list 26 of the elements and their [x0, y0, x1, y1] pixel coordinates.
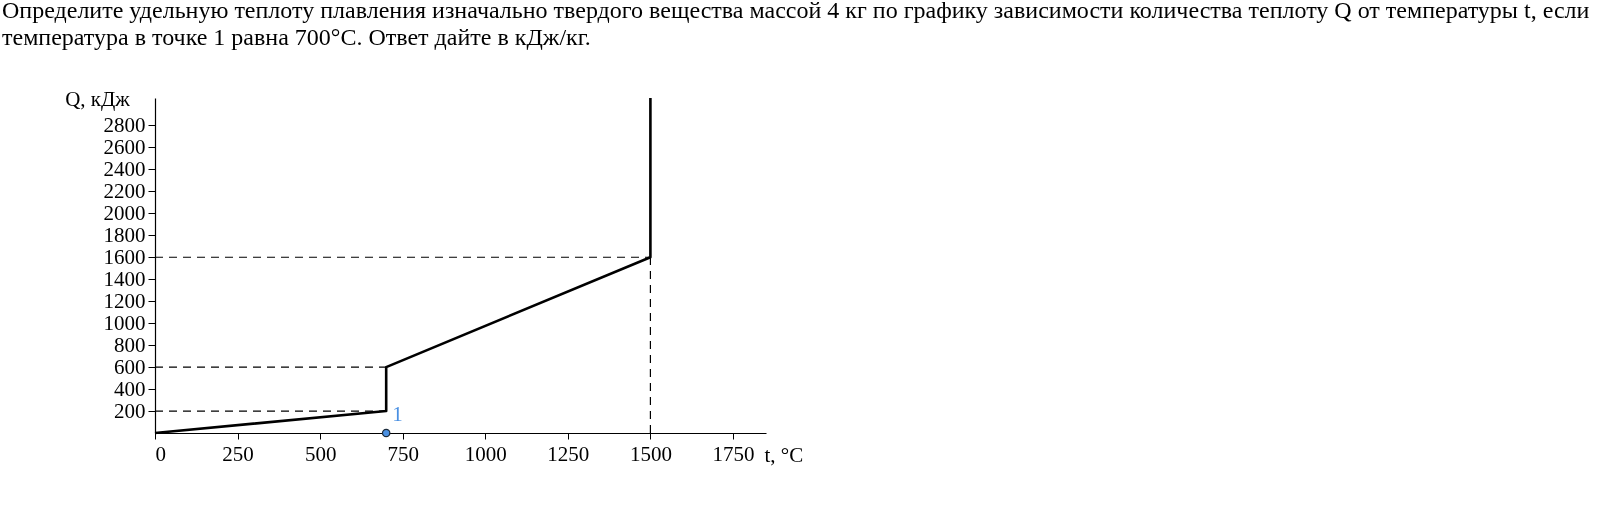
- y-tick-label: 2800: [103, 112, 146, 137]
- y-tick-label: 1400: [103, 266, 146, 291]
- annotation: 1: [392, 402, 403, 426]
- x-tick-label: 1500: [629, 441, 672, 466]
- x-tick-label: 0: [155, 441, 166, 466]
- y-tick-label: 2200: [103, 178, 146, 203]
- x-tick-label: 1000: [464, 441, 507, 466]
- x-tick-label: 500: [304, 441, 337, 466]
- y-tick-label: 800: [114, 332, 146, 357]
- x-tick-label: 750: [387, 441, 419, 466]
- y-tick-label: 1200: [103, 288, 146, 313]
- y-axis-title: Q, кДж: [65, 86, 131, 111]
- y-tick-label: 200: [114, 398, 146, 423]
- y-tick-label: 2000: [103, 200, 146, 225]
- y-tick-label: 1000: [103, 310, 146, 335]
- x-tick-label: 1250: [547, 441, 590, 466]
- x-tick-label: 250: [222, 441, 254, 466]
- y-tick-label: 2400: [103, 156, 146, 181]
- y-tick-label: 1800: [103, 222, 146, 247]
- y-tick-label: 2600: [103, 134, 146, 159]
- y-tick-label: 400: [114, 376, 146, 401]
- chart-title: Определите удельную теплоту плавления изначально твердого вещества массой 4 кг по графику зависимости количества теплоту Q от температуры t, если температура в точке 1 равна 700°C. Ответ дайте в кДж/кг.: [2, 0, 1590, 50]
- x-axis-title: t, °C: [764, 442, 804, 467]
- y-tick-label: 600: [114, 354, 146, 379]
- y-tick-label: 1600: [103, 244, 146, 269]
- x-tick-label: 1750: [712, 441, 755, 466]
